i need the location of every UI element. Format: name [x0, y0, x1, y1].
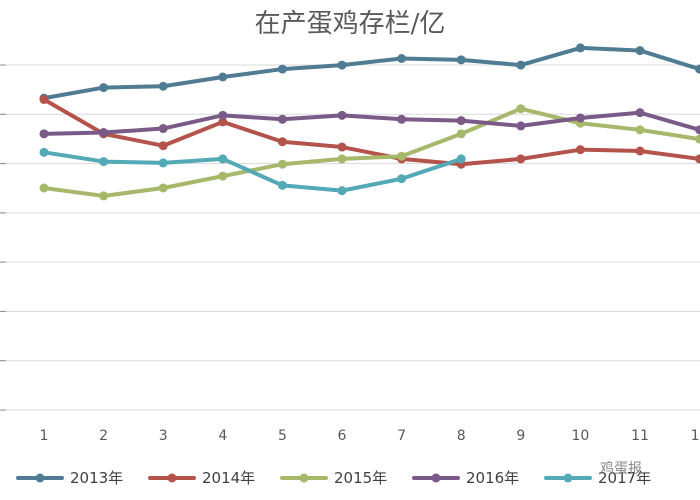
x-tick-label: 3	[159, 428, 168, 444]
data-point	[158, 158, 168, 168]
x-tick-label: 1	[40, 428, 49, 444]
chart-title: 在产蛋鸡存栏/亿	[254, 9, 446, 39]
data-point	[218, 72, 228, 82]
x-tick-label: 12	[691, 428, 700, 444]
data-point	[158, 81, 168, 91]
x-tick-label: 7	[397, 428, 406, 444]
data-point	[158, 141, 168, 151]
series-line	[42, 110, 700, 136]
data-point	[695, 125, 700, 135]
data-point	[337, 60, 347, 70]
legend-label: 2016年	[466, 469, 519, 487]
data-point	[39, 94, 49, 104]
data-point	[456, 129, 466, 139]
legend-label: 2014年	[202, 469, 255, 487]
data-point	[695, 154, 700, 164]
data-point	[397, 174, 407, 184]
x-tick-label: 8	[457, 428, 466, 444]
series-lines	[39, 43, 700, 201]
data-point	[337, 154, 347, 164]
data-point	[635, 108, 645, 118]
data-point	[516, 104, 526, 114]
x-tick-label: 10	[571, 428, 589, 444]
x-tick-label: 6	[338, 428, 347, 444]
series-line	[42, 150, 464, 193]
data-point	[695, 134, 700, 144]
data-point	[516, 60, 526, 70]
data-point	[575, 113, 585, 123]
data-point	[456, 154, 466, 164]
series-line	[42, 45, 700, 101]
data-point	[635, 146, 645, 156]
legend-label: 2015年	[334, 469, 387, 487]
data-point	[277, 159, 287, 169]
data-point	[277, 64, 287, 74]
data-point	[39, 147, 49, 157]
legend-marker-dot	[563, 473, 573, 483]
data-point	[575, 145, 585, 155]
data-point	[99, 128, 109, 137]
data-point	[397, 114, 407, 124]
watermark-text: 鸡蛋报	[600, 461, 642, 477]
data-point	[516, 154, 526, 164]
legend-marker-dot	[299, 473, 309, 483]
data-point	[158, 183, 168, 193]
series-line	[42, 106, 700, 198]
data-point	[39, 183, 49, 193]
data-point	[218, 154, 228, 164]
series-line	[42, 97, 700, 167]
data-point	[397, 151, 407, 161]
data-point	[337, 186, 347, 196]
legend-marker-dot	[167, 473, 177, 483]
data-point	[456, 55, 466, 65]
data-point	[277, 137, 287, 147]
legend-label: 2013年	[70, 469, 123, 487]
data-point	[158, 124, 168, 134]
data-point	[635, 46, 645, 56]
data-point	[575, 43, 585, 53]
x-tick-label: 5	[278, 428, 287, 444]
data-point	[516, 121, 526, 131]
data-point	[277, 180, 287, 190]
x-tick-label: 2	[99, 428, 108, 444]
data-point	[218, 171, 228, 181]
data-point	[397, 54, 407, 63]
legend: 2013年 2014年 2015年 2016年 2017年	[16, 469, 651, 487]
data-point	[218, 117, 228, 127]
legend-marker-dot	[431, 473, 441, 483]
data-point	[39, 129, 49, 139]
data-point	[99, 157, 109, 167]
data-point	[337, 110, 347, 120]
legend-marker-dot	[35, 473, 45, 483]
data-point	[99, 191, 109, 201]
legend-label: 2017年	[598, 469, 651, 487]
x-tick-label: 11	[631, 428, 649, 444]
data-point	[635, 125, 645, 135]
data-point	[277, 114, 287, 124]
data-point	[337, 142, 347, 152]
x-tick-label: 4	[218, 428, 227, 444]
data-point	[218, 110, 228, 120]
data-point	[456, 116, 466, 126]
x-tick-label: 9	[516, 428, 525, 444]
data-point	[99, 83, 109, 93]
data-point	[695, 64, 700, 74]
